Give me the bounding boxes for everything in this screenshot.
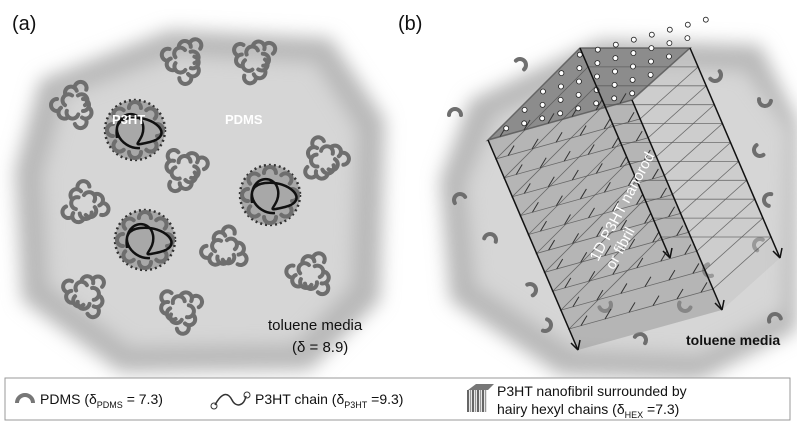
backbone-unit	[595, 61, 600, 66]
legend-part: P3HT chain (δ	[255, 391, 344, 407]
legend-part: =9.3)	[367, 391, 403, 407]
backbone-unit	[576, 92, 581, 97]
backbone-unit	[649, 46, 654, 51]
backbone-unit	[667, 54, 672, 59]
backbone-unit	[522, 121, 527, 126]
legend-part: =7.3)	[643, 401, 679, 417]
backbone-unit	[631, 37, 636, 42]
backbone-unit	[630, 77, 635, 82]
backbone-unit	[667, 41, 672, 46]
figure: (a) (b) P3HT PDMS toluene media (δ = 8.9…	[0, 0, 797, 425]
backbone-unit	[631, 64, 636, 69]
annotation: PDMS	[225, 112, 263, 127]
backbone-unit	[613, 56, 618, 61]
backbone-unit	[577, 66, 582, 71]
delta-label: (δ = 8.9)	[292, 339, 348, 356]
backbone-unit	[631, 51, 636, 56]
panel-label: (a)	[12, 13, 36, 35]
legend-sub: P3HT	[344, 400, 368, 410]
panel-label: (b)	[398, 13, 422, 35]
legend-part: = 7.3)	[123, 391, 163, 407]
backbone-unit	[685, 36, 690, 41]
backbone-unit	[613, 42, 618, 47]
legend-part: PDMS (δ	[40, 391, 97, 407]
backbone-unit	[540, 102, 545, 107]
backbone-unit	[522, 107, 527, 112]
backbone-unit	[595, 47, 600, 52]
legend-part: hairy hexyl chains (δ	[497, 401, 625, 417]
backbone-unit	[540, 116, 545, 121]
p3ht-coil	[105, 100, 165, 160]
medium-label: toluene media	[268, 317, 363, 334]
pdms-chain	[449, 109, 461, 115]
backbone-unit	[577, 79, 582, 84]
backbone-unit	[649, 32, 654, 37]
backbone-unit	[504, 126, 509, 131]
p3ht-coil	[240, 165, 300, 225]
backbone-unit	[612, 96, 617, 101]
backbone-unit	[558, 97, 563, 102]
backbone-unit	[612, 82, 617, 87]
legend-sub: HEX	[625, 410, 644, 420]
backbone-unit	[558, 111, 563, 116]
pdms-chain	[516, 57, 529, 70]
backbone-unit	[649, 59, 654, 64]
backbone-unit	[594, 101, 599, 106]
backbone-unit	[685, 22, 690, 27]
backbone-unit	[576, 106, 581, 111]
legend-sub: PDMS	[97, 400, 123, 410]
medium-label: toluene media	[686, 332, 780, 348]
backbone-unit	[648, 72, 653, 77]
backbone-unit	[667, 27, 672, 32]
p3ht-coil	[115, 210, 175, 270]
backbone-unit	[630, 91, 635, 96]
backbone-unit	[703, 17, 708, 22]
backbone-unit	[595, 74, 600, 79]
backbone-unit	[541, 89, 546, 94]
backbone-unit	[559, 71, 564, 76]
legend: PDMS (δPDMS = 7.3) P3HT chain (δP3HT =9.…	[5, 378, 790, 420]
backbone-unit	[613, 69, 618, 74]
backbone-unit	[559, 84, 564, 89]
annotation: P3HT	[112, 112, 145, 127]
legend-text: P3HT nanofibril surrounded by	[497, 383, 687, 399]
